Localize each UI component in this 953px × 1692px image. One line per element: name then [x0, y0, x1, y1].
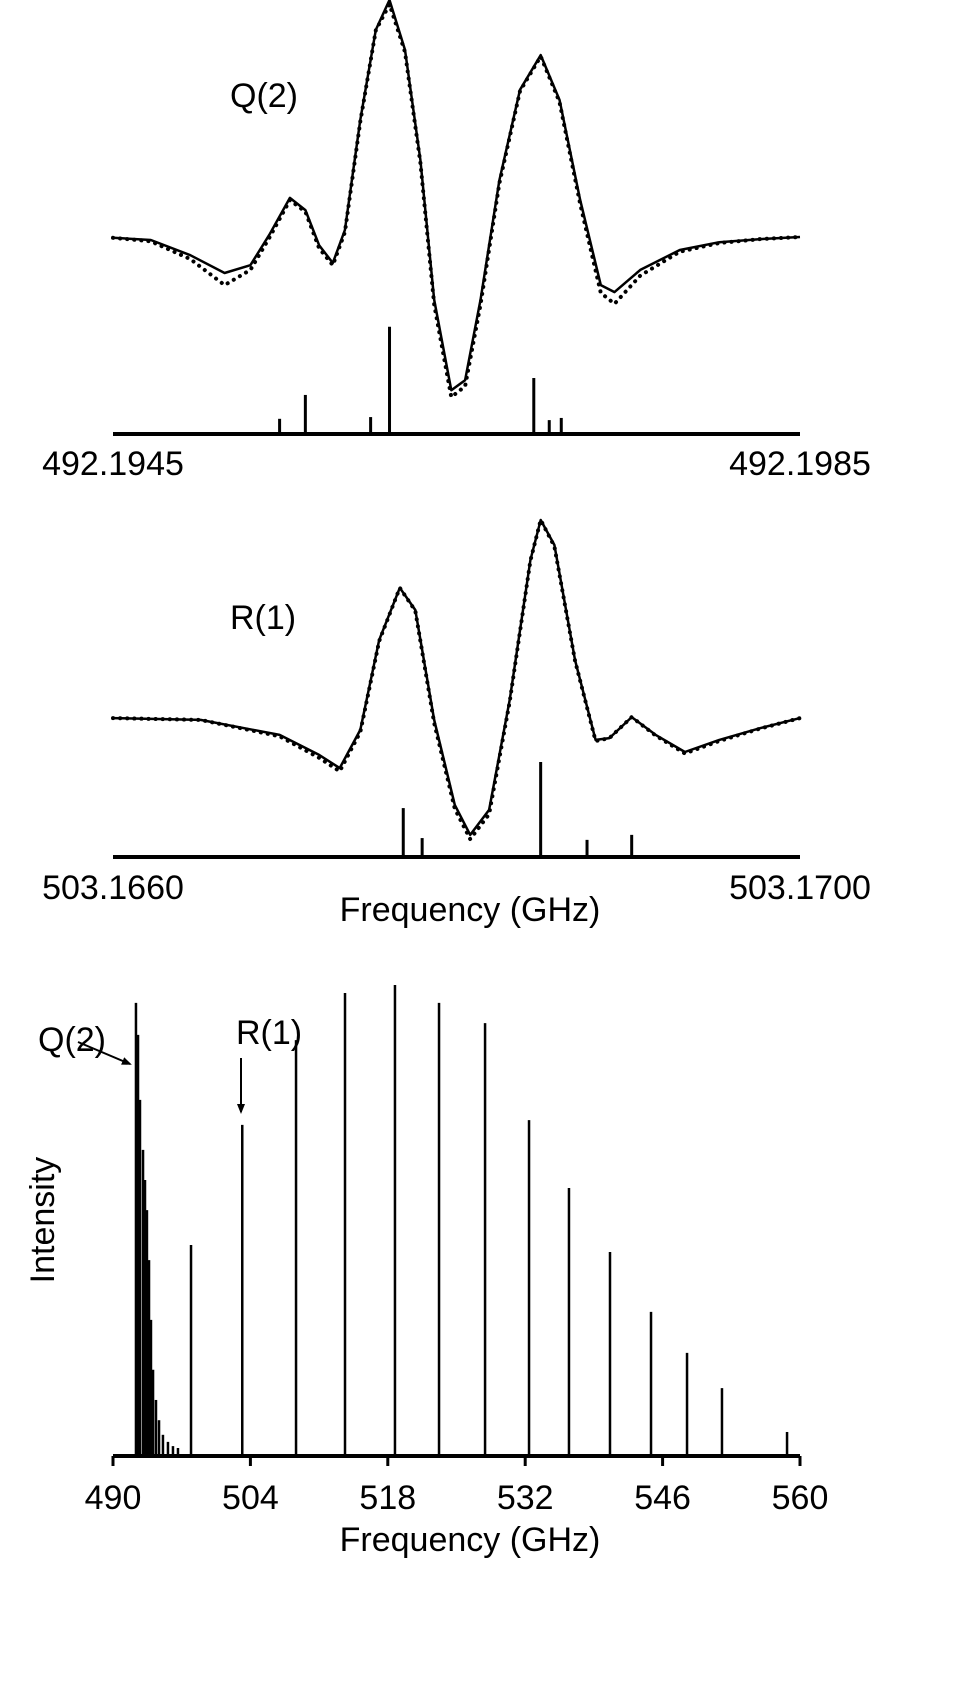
- x-tick-label: 503.1660: [42, 869, 184, 907]
- arrow: [77, 1041, 132, 1065]
- x-tick-label: 504: [222, 1479, 279, 1517]
- x-tick-label: 503.1700: [729, 869, 871, 907]
- spectrum-line: [111, 518, 802, 842]
- spectrum-line: [111, 2, 802, 400]
- x-axis-label: Frequency (GHz): [340, 891, 601, 929]
- x-tick-label: 490: [85, 1479, 142, 1517]
- y-axis-label: Intensity: [24, 1157, 62, 1284]
- annotation: Q(2): [38, 1021, 106, 1059]
- x-tick-label: 560: [772, 1479, 829, 1517]
- spectrum-line: [112, 518, 801, 837]
- x-axis-label: Frequency (GHz): [340, 1521, 601, 1559]
- x-tick-label: 532: [497, 1479, 554, 1517]
- x-tick-label: 518: [359, 1479, 416, 1517]
- x-tick-label: 546: [634, 1479, 691, 1517]
- panel-label: Q(2): [230, 77, 298, 115]
- x-tick-label: 492.1945: [42, 445, 184, 483]
- annotation: R(1): [236, 1014, 302, 1052]
- spectrum-line: [112, 0, 801, 392]
- panel-label: R(1): [230, 599, 296, 637]
- x-tick-label: 492.1985: [729, 445, 871, 483]
